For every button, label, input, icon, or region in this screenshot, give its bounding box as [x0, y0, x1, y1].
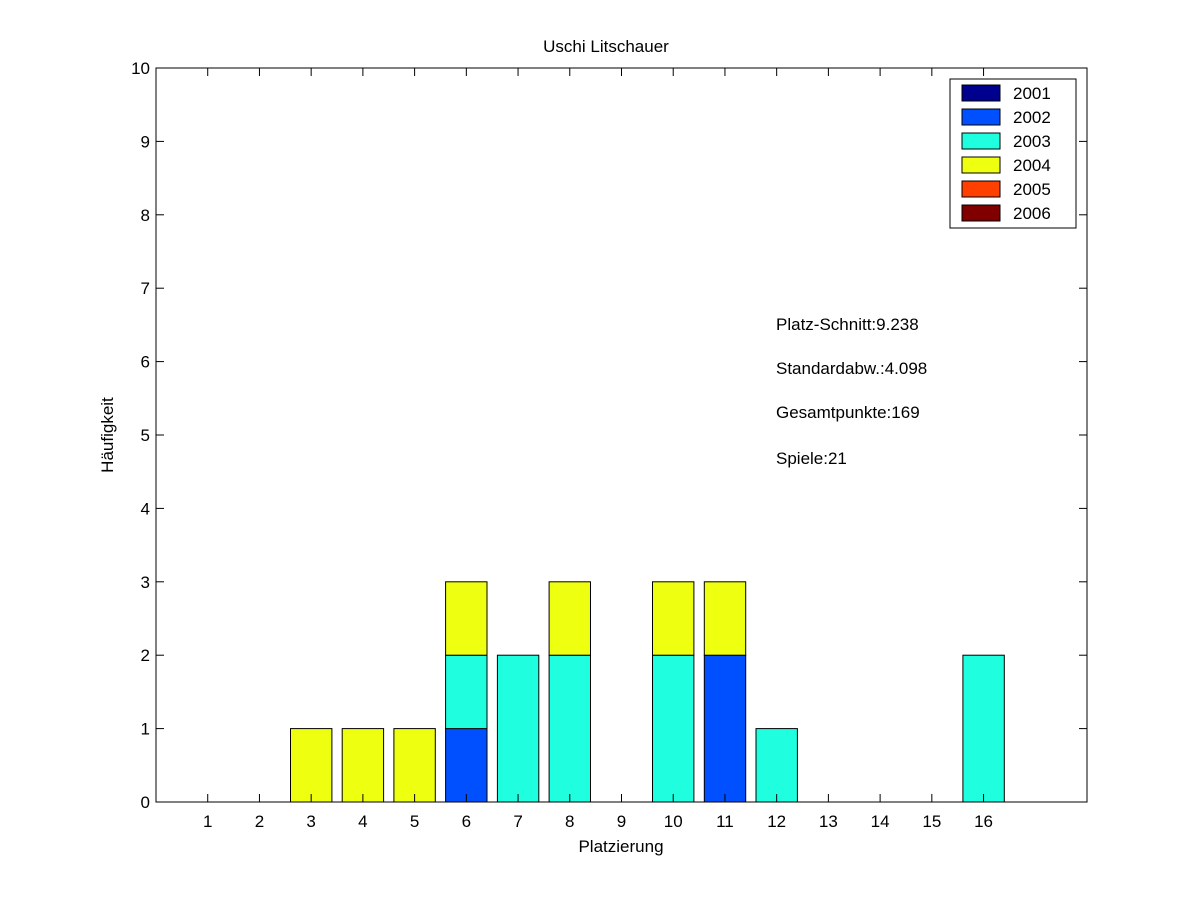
x-tick-label-16: 16: [974, 812, 993, 831]
bar-segment-8-2003: [548, 654, 591, 803]
x-tick-label-3: 3: [306, 812, 315, 831]
bar-segment-6-2003: [445, 654, 488, 730]
x-tick-label-5: 5: [410, 812, 419, 831]
bar-segment-6-2002: [445, 728, 488, 803]
y-tick-label-5: 5: [141, 426, 150, 445]
x-tick-label-9: 9: [617, 812, 626, 831]
y-tick-label-2: 2: [141, 646, 150, 665]
x-tick-label-12: 12: [767, 812, 786, 831]
legend-swatch-2002: [961, 108, 1001, 126]
legend-label-2003: 2003: [1013, 132, 1051, 151]
legend-box: [949, 78, 1077, 229]
y-tick-label-8: 8: [141, 206, 150, 225]
legend-swatch-2004: [961, 156, 1001, 174]
x-tick-label-10: 10: [664, 812, 683, 831]
x-tick-label-6: 6: [462, 812, 471, 831]
axes-box: [155, 67, 1088, 803]
bar-segment-5-2004: [393, 728, 436, 803]
annotation-standardabw: Standardabw.:4.098: [776, 359, 927, 378]
x-tick-label-8: 8: [565, 812, 574, 831]
y-tick-label-9: 9: [141, 132, 150, 151]
bar-segment-7-2003: [496, 654, 540, 803]
bar-segment-8-2004: [548, 581, 591, 656]
y-tick-label-4: 4: [141, 499, 150, 518]
bar-segment-12-2003: [755, 728, 798, 803]
bar-segment-10-2003: [652, 654, 695, 803]
y-axis-label: Häufigkeit: [98, 397, 117, 473]
annotation-platz-schnitt: Platz-Schnitt:9.238: [776, 315, 919, 334]
x-tick-label-11: 11: [716, 812, 734, 831]
y-tick-label-10: 10: [131, 59, 150, 78]
bars-layer: [290, 581, 1005, 803]
bar-segment-3-2004: [290, 728, 333, 803]
x-tick-label-1: 1: [203, 812, 212, 831]
legend-label-2006: 2006: [1013, 204, 1051, 223]
bar-segment-16-2003: [962, 654, 1005, 803]
plot-area: [156, 68, 1087, 802]
x-tick-label-4: 4: [358, 812, 367, 831]
bar-segment-11-2002: [703, 654, 747, 803]
legend-label-2004: 2004: [1013, 156, 1051, 175]
legend-label-2005: 2005: [1013, 180, 1051, 199]
annotation-spiele: Spiele:21: [776, 449, 847, 468]
bar-segment-11-2004: [703, 581, 747, 656]
x-axis-label: Platzierung: [578, 837, 663, 856]
y-tick-label-0: 0: [141, 793, 150, 812]
y-tick-label-7: 7: [141, 279, 150, 298]
x-tick-label-7: 7: [513, 812, 522, 831]
bar-segment-6-2004: [445, 581, 488, 656]
y-tick-label-3: 3: [141, 573, 150, 592]
bar-segment-4-2004: [341, 728, 385, 803]
legend-swatch-2005: [961, 180, 1001, 198]
x-tick-label-2: 2: [255, 812, 264, 831]
legend-label-2001: 2001: [1013, 84, 1051, 103]
y-tick-label-1: 1: [141, 720, 150, 739]
y-tick-label-6: 6: [141, 353, 150, 372]
legend-swatch-2001: [961, 84, 1001, 102]
x-tick-label-14: 14: [871, 812, 890, 831]
x-tick-label-15: 15: [922, 812, 941, 831]
chart-title: Uschi Litschauer: [543, 37, 669, 56]
stats-annotations: Platz-Schnitt:9.238 Standardabw.:4.098 G…: [776, 315, 927, 468]
legend-label-2002: 2002: [1013, 108, 1051, 127]
x-tick-label-13: 13: [819, 812, 838, 831]
legend-swatch-2003: [961, 132, 1001, 150]
bar-segment-10-2004: [652, 581, 695, 656]
annotation-gesamtpunkte: Gesamtpunkte:169: [776, 403, 920, 422]
legend: 2001 2002 2003 2004 2005 2006: [949, 78, 1077, 229]
legend-swatch-2006: [961, 204, 1001, 222]
